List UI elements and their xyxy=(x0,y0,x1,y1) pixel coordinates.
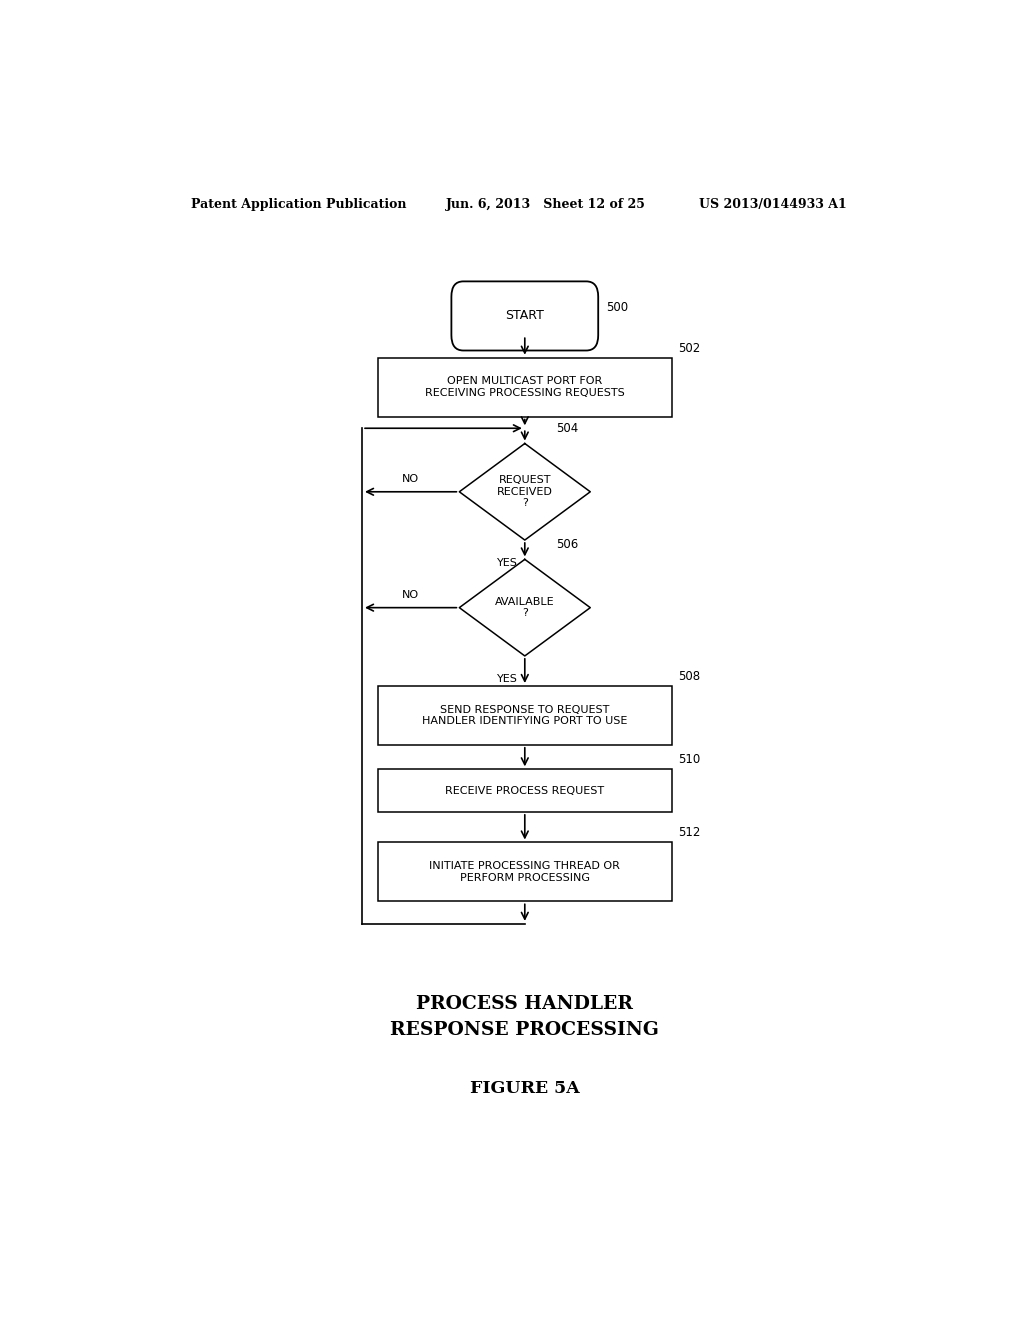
Polygon shape xyxy=(460,560,590,656)
Text: 504: 504 xyxy=(557,422,579,436)
FancyBboxPatch shape xyxy=(378,686,672,744)
Text: SEND RESPONSE TO REQUEST
HANDLER IDENTIFYING PORT TO USE: SEND RESPONSE TO REQUEST HANDLER IDENTIF… xyxy=(422,705,628,726)
Text: 506: 506 xyxy=(557,539,579,552)
Text: 500: 500 xyxy=(606,301,629,314)
Text: AVAILABLE
?: AVAILABLE ? xyxy=(495,597,555,619)
Text: 512: 512 xyxy=(678,826,700,840)
FancyBboxPatch shape xyxy=(452,281,598,351)
Text: INITIATE PROCESSING THREAD OR
PERFORM PROCESSING: INITIATE PROCESSING THREAD OR PERFORM PR… xyxy=(429,861,621,883)
FancyBboxPatch shape xyxy=(378,358,672,417)
Text: NO: NO xyxy=(402,590,419,599)
Text: Patent Application Publication: Patent Application Publication xyxy=(191,198,407,211)
Text: NO: NO xyxy=(402,474,419,483)
Text: REQUEST
RECEIVED
?: REQUEST RECEIVED ? xyxy=(497,475,553,508)
Text: 508: 508 xyxy=(678,669,700,682)
Text: OPEN MULTICAST PORT FOR
RECEIVING PROCESSING REQUESTS: OPEN MULTICAST PORT FOR RECEIVING PROCES… xyxy=(425,376,625,397)
FancyBboxPatch shape xyxy=(378,842,672,902)
FancyBboxPatch shape xyxy=(378,770,672,812)
Text: PROCESS HANDLER
RESPONSE PROCESSING: PROCESS HANDLER RESPONSE PROCESSING xyxy=(390,995,659,1039)
Text: US 2013/0144933 A1: US 2013/0144933 A1 xyxy=(699,198,847,211)
Polygon shape xyxy=(460,444,590,540)
Text: YES: YES xyxy=(497,675,518,684)
Text: 502: 502 xyxy=(678,342,700,355)
Text: FIGURE 5A: FIGURE 5A xyxy=(470,1080,580,1097)
Text: YES: YES xyxy=(497,558,518,569)
Text: START: START xyxy=(506,309,544,322)
Text: 510: 510 xyxy=(678,754,700,766)
Text: Jun. 6, 2013   Sheet 12 of 25: Jun. 6, 2013 Sheet 12 of 25 xyxy=(445,198,645,211)
Text: RECEIVE PROCESS REQUEST: RECEIVE PROCESS REQUEST xyxy=(445,785,604,796)
